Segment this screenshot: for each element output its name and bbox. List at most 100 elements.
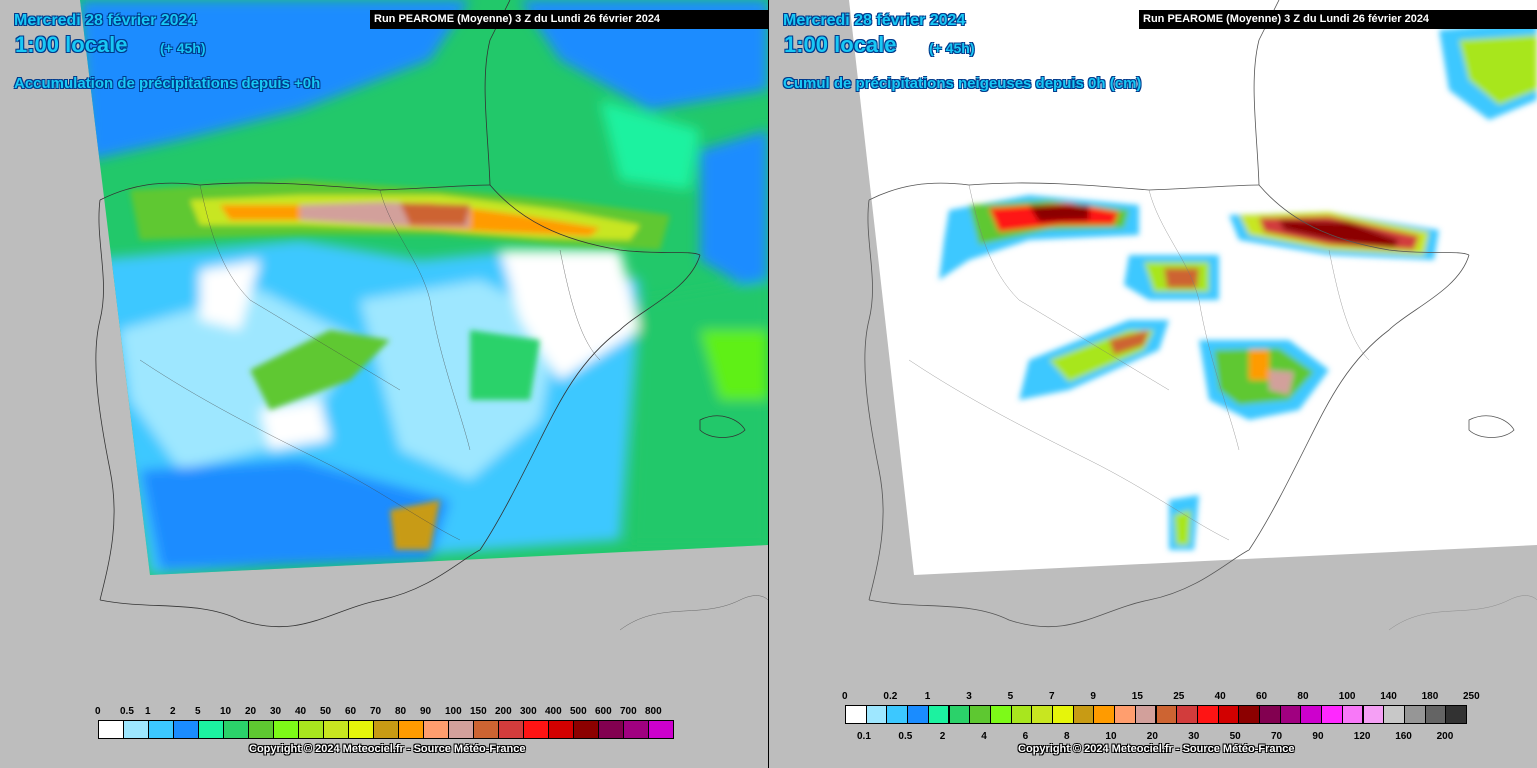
legend-label: 600	[595, 706, 612, 717]
legend-swatch	[548, 720, 574, 739]
legend-swatch	[423, 720, 449, 739]
coastlines	[95, 0, 746, 628]
legend-label: 40	[295, 706, 307, 717]
legend-label: 60	[345, 706, 357, 717]
legend-swatch	[248, 720, 274, 739]
legend-swatch	[1403, 705, 1426, 724]
legend-label-top: 0	[842, 691, 848, 702]
admin-borders	[139, 184, 768, 631]
snow-field	[849, 0, 1537, 575]
snow-map	[769, 0, 1537, 768]
map-title: Accumulation de précipitations depuis +0…	[14, 75, 321, 92]
precip-map	[0, 0, 768, 768]
legend-swatch	[1279, 705, 1302, 724]
legend-swatch	[623, 720, 649, 739]
legend-label-bottom: 20	[1146, 731, 1158, 742]
forecast-date: Mercredi 28 février 2024	[783, 12, 966, 29]
legend-swatch	[523, 720, 549, 739]
legend-swatch	[1362, 705, 1385, 724]
legend-label-bottom: 50	[1229, 731, 1241, 742]
legend-label: 800	[645, 706, 662, 717]
legend-label-bottom: 6	[1022, 731, 1029, 742]
legend-label-bottom: 10	[1105, 731, 1117, 742]
legend-label-bottom: 90	[1312, 731, 1324, 742]
legend-swatch	[1300, 705, 1323, 724]
legend-swatch	[448, 720, 474, 739]
legend-swatch	[398, 720, 424, 739]
legend-label-top: 15	[1131, 691, 1143, 702]
legend-label-bottom: 0.1	[857, 731, 871, 742]
legend-swatch	[845, 705, 867, 724]
legend-label-top: 7	[1049, 691, 1055, 702]
legend-label-top: 80	[1297, 691, 1309, 702]
snow-panel: Mercredi 28 février 2024 1:00 locale (+ …	[769, 0, 1537, 768]
legend-label-top: 140	[1380, 691, 1397, 702]
precip-field	[80, 0, 768, 575]
legend-swatch	[323, 720, 349, 739]
legend-swatch	[1341, 705, 1364, 724]
legend-label-top: 1	[924, 691, 931, 702]
coastlines	[864, 0, 1515, 628]
legend-label: 0.5	[120, 706, 134, 717]
forecast-offset: (+ 45h)	[160, 40, 206, 56]
legend-label: 0	[95, 706, 101, 717]
forecast-date: Mercredi 28 février 2024	[14, 12, 197, 29]
legend-swatch	[907, 705, 929, 724]
legend-label-top: 5	[1007, 691, 1014, 702]
legend-label: 20	[245, 706, 257, 717]
legend-label: 2	[170, 706, 176, 717]
legend-label: 50	[320, 706, 332, 717]
legend-swatch	[1072, 705, 1095, 724]
legend-label-top: 180	[1421, 691, 1439, 702]
legend-swatch	[948, 705, 971, 724]
run-info: Run PEAROME (Moyenne) 3 Z du Lundi 26 fé…	[1139, 10, 1537, 29]
legend-swatch	[1134, 705, 1157, 724]
legend-label-bottom: 160	[1395, 731, 1412, 742]
legend-swatch	[223, 720, 249, 739]
legend-label-top: 40	[1214, 691, 1226, 702]
legend-label: 300	[520, 706, 537, 717]
legend-swatch	[373, 720, 399, 739]
precip-panel: Mercredi 28 février 2024 1:00 locale (+ …	[0, 0, 768, 768]
legend-swatch	[173, 720, 199, 739]
legend-swatch	[1217, 705, 1240, 724]
legend-label-bottom: 200	[1436, 731, 1454, 742]
copyright: Copyright © 2024 Meteociel.fr - Source M…	[249, 743, 526, 755]
legend-swatch	[886, 705, 909, 724]
legend-swatch	[273, 720, 299, 739]
legend-swatch	[1383, 705, 1405, 724]
legend-swatch	[648, 720, 674, 739]
legend-label: 400	[545, 706, 562, 717]
legend-swatch	[573, 720, 599, 739]
legend-swatch	[1259, 705, 1281, 724]
legend-label-bottom: 4	[981, 731, 987, 742]
legend-swatch	[198, 720, 224, 739]
legend-label: 700	[620, 706, 637, 717]
legend-swatch	[969, 705, 991, 724]
legend-swatch	[348, 720, 374, 739]
legend-swatch	[1424, 705, 1447, 724]
legend-swatch	[1031, 705, 1053, 724]
legend-swatch	[98, 720, 124, 739]
legend-swatch	[1052, 705, 1074, 724]
legend-swatch	[1196, 705, 1219, 724]
legend-swatch	[298, 720, 324, 739]
legend-swatch	[1176, 705, 1198, 724]
panel-divider	[768, 0, 769, 768]
legend-swatch	[927, 705, 950, 724]
legend-swatch	[1093, 705, 1116, 724]
legend-label-bottom: 30	[1188, 731, 1200, 742]
forecast-hour: 1:00 locale	[784, 32, 897, 57]
legend-swatch	[123, 720, 149, 739]
legend-swatch	[1321, 705, 1343, 724]
legend-label-top: 0.2	[883, 691, 898, 702]
legend-label-top: 60	[1256, 691, 1268, 702]
legend-label-bottom: 2	[939, 731, 946, 742]
legend-label-bottom: 70	[1271, 731, 1283, 742]
forecast-offset: (+ 45h)	[929, 40, 975, 56]
legend-swatch	[473, 720, 499, 739]
legend-label: 80	[395, 706, 407, 717]
legend-swatch	[1238, 705, 1260, 724]
legend-label: 30	[270, 706, 282, 717]
legend-label-bottom: 0.5	[898, 731, 913, 742]
